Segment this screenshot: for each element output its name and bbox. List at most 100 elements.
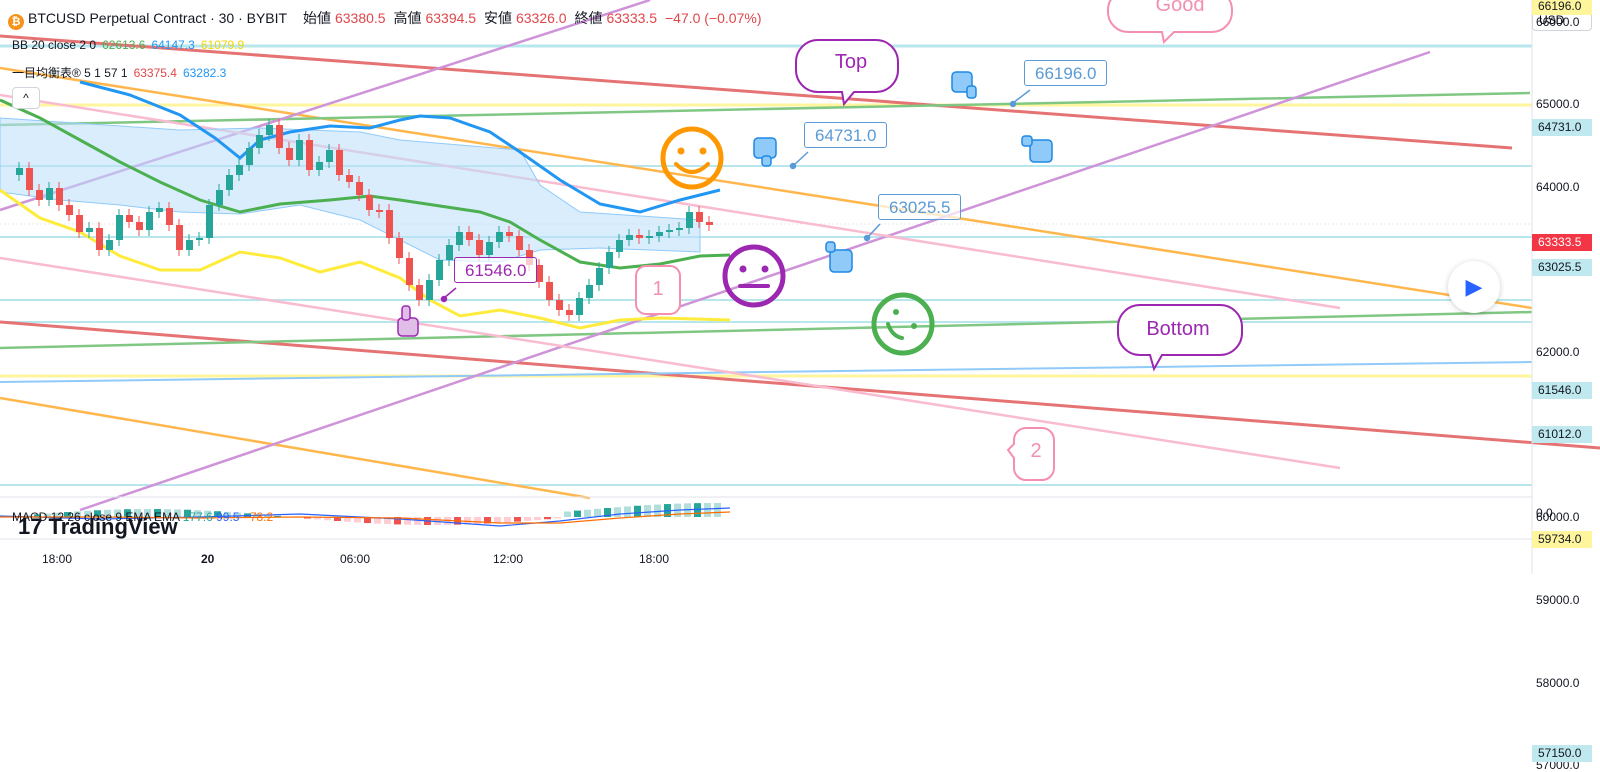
candle-body bbox=[246, 148, 253, 165]
macd-bar bbox=[694, 503, 701, 517]
macd-bar bbox=[514, 517, 521, 522]
trendline-green-lower[interactable] bbox=[0, 312, 1532, 348]
candle-body bbox=[176, 225, 183, 250]
happy-face-icon[interactable] bbox=[663, 129, 721, 187]
price-tag[interactable]: 57150.0 bbox=[1532, 745, 1592, 762]
candle-body bbox=[376, 210, 383, 212]
candle-body bbox=[476, 240, 483, 255]
time-axis-label: 06:00 bbox=[340, 552, 370, 566]
candle-body bbox=[386, 210, 393, 238]
candle-body bbox=[206, 205, 213, 238]
trendline-green-upper[interactable] bbox=[0, 93, 1530, 125]
candle-body bbox=[566, 310, 573, 315]
open-label: 始値 bbox=[303, 10, 331, 26]
price-axis-label: 65000.0 bbox=[1536, 97, 1579, 111]
candle-body bbox=[426, 280, 433, 300]
open-value: 63380.5 bbox=[335, 10, 386, 26]
candle-body bbox=[126, 215, 133, 222]
marker-2-text: 2 bbox=[1018, 440, 1054, 463]
candle-body bbox=[446, 245, 453, 260]
bb-lower-value: 61079.9 bbox=[201, 38, 244, 52]
candle-body bbox=[26, 168, 33, 190]
candle-body bbox=[406, 258, 413, 285]
pointing-hand-icon-2[interactable] bbox=[952, 72, 976, 98]
candle-body bbox=[226, 175, 233, 190]
replay-play-button[interactable]: ▶ bbox=[1448, 261, 1500, 313]
price-tag[interactable]: 61012.0 bbox=[1532, 426, 1592, 443]
symbol-title[interactable]: BTCUSD Perpetual Contract · 30 · BYBIT bbox=[28, 10, 287, 26]
candle-body bbox=[356, 182, 363, 195]
candle-body bbox=[506, 232, 513, 236]
price-axis-label: 64000.0 bbox=[1536, 180, 1579, 194]
change-value: −47.0 (−0.07%) bbox=[665, 10, 762, 26]
pointing-hand-icon-5[interactable] bbox=[398, 306, 418, 336]
macd-histogram-value: 177.6 bbox=[183, 510, 213, 524]
confused-face-icon[interactable] bbox=[874, 295, 932, 353]
price-note-66196[interactable]: 66196.0 bbox=[1024, 60, 1107, 86]
candle-body bbox=[636, 235, 643, 238]
candle-body bbox=[56, 188, 63, 205]
candle-body bbox=[346, 175, 353, 182]
candle-body bbox=[626, 235, 633, 240]
candle-body bbox=[416, 285, 423, 300]
macd-bar bbox=[634, 506, 641, 517]
candle-body bbox=[156, 208, 163, 212]
candle-body bbox=[596, 268, 603, 285]
collapse-legend-button[interactable]: ^ bbox=[12, 87, 40, 109]
time-axis-label: 18:00 bbox=[639, 552, 669, 566]
candle-body bbox=[666, 230, 673, 232]
price-note-61546[interactable]: 61546.0 bbox=[454, 257, 537, 283]
candle-body bbox=[366, 195, 373, 210]
pointing-hand-icon-1[interactable] bbox=[754, 138, 776, 166]
candle-body bbox=[266, 125, 273, 135]
macd-bar bbox=[714, 503, 721, 517]
candle-body bbox=[186, 240, 193, 250]
price-tag[interactable]: 63025.5 bbox=[1532, 259, 1592, 276]
bb-basis-value: 62613.6 bbox=[102, 38, 145, 52]
price-note-63025[interactable]: 63025.5 bbox=[878, 194, 961, 220]
pointing-hand-icon-3[interactable] bbox=[1022, 136, 1052, 162]
candle-body bbox=[556, 300, 563, 310]
candle-body bbox=[296, 140, 303, 160]
trendline-orange-lower[interactable] bbox=[0, 398, 590, 498]
candle-body bbox=[136, 222, 143, 230]
macd-bar bbox=[704, 503, 711, 517]
macd-bar bbox=[494, 517, 501, 523]
candle-body bbox=[166, 208, 173, 225]
top-bubble-text: Top bbox=[806, 51, 896, 74]
macd-bar bbox=[474, 517, 481, 524]
macd-value: 99.5 bbox=[216, 510, 239, 524]
macd-signal-value: −78.2 bbox=[243, 510, 273, 524]
candle-body bbox=[106, 240, 113, 250]
chart-canvas[interactable] bbox=[0, 0, 1600, 574]
low-value: 63326.0 bbox=[516, 10, 567, 26]
close-label: 終値 bbox=[574, 10, 602, 26]
candle-body bbox=[66, 205, 73, 215]
trendline-purple-rising[interactable] bbox=[80, 52, 1430, 510]
price-tag[interactable]: 59734.0 bbox=[1532, 531, 1592, 548]
candle-body bbox=[96, 228, 103, 250]
price-tag[interactable]: 64731.0 bbox=[1532, 119, 1592, 136]
candle-body bbox=[326, 150, 333, 162]
candle-body bbox=[456, 232, 463, 245]
candle-body bbox=[216, 190, 223, 205]
candle-body bbox=[686, 212, 693, 228]
candle-body bbox=[496, 232, 503, 242]
neutral-face-icon[interactable] bbox=[725, 247, 783, 305]
candle-body bbox=[146, 212, 153, 230]
bb-label: BB 20 close 2 0 bbox=[12, 38, 96, 52]
candle-body bbox=[486, 242, 493, 255]
price-tag[interactable]: 63333.5 bbox=[1532, 234, 1592, 251]
candle-body bbox=[576, 298, 583, 315]
pointing-hand-icon-4[interactable] bbox=[826, 242, 852, 272]
candle-body bbox=[36, 190, 43, 200]
price-tag[interactable]: 66196.0 bbox=[1532, 0, 1592, 15]
trendline-red-lower[interactable] bbox=[0, 322, 1600, 448]
ichimoku-value-1: 63375.4 bbox=[134, 66, 177, 80]
candle-body bbox=[676, 228, 683, 230]
price-note-64731[interactable]: 64731.0 bbox=[804, 122, 887, 148]
price-tag[interactable]: 61546.0 bbox=[1532, 382, 1592, 399]
